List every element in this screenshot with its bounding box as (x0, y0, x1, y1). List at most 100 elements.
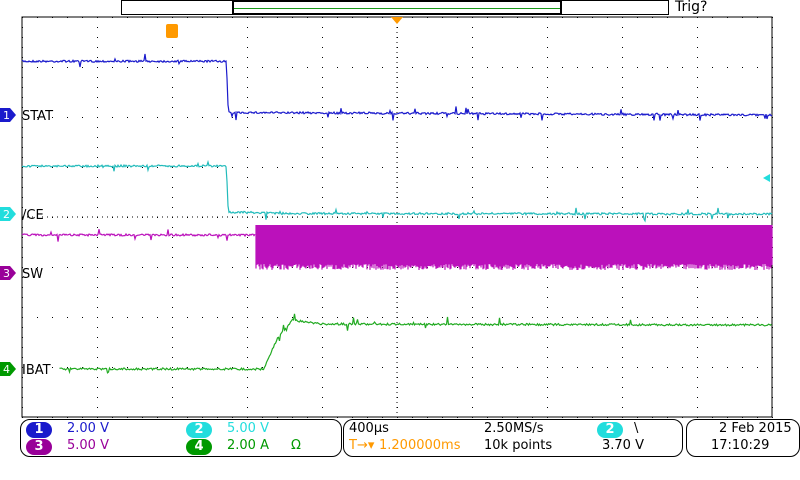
grid-dot (22, 177, 23, 178)
grid-dot (547, 197, 548, 198)
grid-dot (142, 267, 143, 268)
channel-4-badge[interactable]: 4 (186, 439, 212, 455)
grid-dot (322, 197, 323, 198)
grid-dot (652, 417, 653, 418)
channel-3-ground-marker (0, 266, 16, 280)
grid-dot (547, 37, 548, 38)
grid-dot (97, 357, 98, 358)
grid-dot (622, 27, 623, 28)
grid-dot (427, 417, 428, 418)
grid-dot (622, 187, 623, 188)
grid-dot (172, 397, 173, 398)
grid-dot (97, 277, 98, 278)
grid-dot (577, 67, 578, 68)
grid-dot (22, 317, 23, 318)
grid-dot (22, 377, 23, 378)
trigger-source-badge[interactable]: 2 (597, 422, 623, 438)
grid-dot (322, 307, 323, 308)
grid-dot (652, 167, 653, 168)
grid-dot (472, 167, 473, 168)
grid-dot (322, 367, 323, 368)
grid-dot (202, 367, 203, 368)
grid-dot (247, 257, 248, 258)
channel-3-badge[interactable]: 3 (26, 439, 52, 455)
grid-dot (472, 127, 473, 128)
grid-dot (472, 27, 473, 28)
grid-dot (442, 167, 443, 168)
record-view-bar[interactable] (121, 0, 669, 15)
grid-dot (22, 257, 23, 258)
grid-dot (457, 167, 458, 168)
channel-2-ground-marker (0, 207, 16, 221)
falling-edge-icon: \ (634, 421, 639, 436)
grid-dot (427, 367, 428, 368)
grid-dot (322, 387, 323, 388)
record-window[interactable] (232, 0, 562, 15)
grid-dot (172, 177, 173, 178)
grid-dot (172, 57, 173, 58)
grid-dot (127, 17, 128, 18)
grid-dot (622, 147, 623, 148)
grid-dot (622, 107, 623, 108)
grid-dot (697, 147, 698, 148)
grid-dot (127, 117, 128, 118)
grid-dot (697, 37, 698, 38)
channel-3-marker-number: 3 (3, 267, 10, 280)
grid-dot (487, 367, 488, 368)
grid-dot (472, 97, 473, 98)
grid-dot (472, 147, 473, 148)
grid-dot (472, 357, 473, 358)
trigger-center-icon (391, 17, 403, 24)
grid-dot (262, 417, 263, 418)
grid-dot (622, 17, 623, 18)
grid-dot (247, 357, 248, 358)
grid-dot (427, 317, 428, 318)
grid-dot (547, 27, 548, 28)
grid-dot (97, 317, 98, 318)
grid-dot (637, 367, 638, 368)
grid-dot (442, 67, 443, 68)
grid-dot (637, 417, 638, 418)
grid-dot (52, 67, 53, 68)
grid-dot (202, 117, 203, 118)
grid-dot (772, 377, 773, 378)
grid-dot (22, 117, 23, 118)
channel-1-badge[interactable]: 1 (26, 422, 52, 438)
grid-dot (577, 117, 578, 118)
grid-dot (667, 417, 668, 418)
grid-dot (577, 17, 578, 18)
grid-dot (772, 27, 773, 28)
grid-dot (307, 67, 308, 68)
grid-dot (82, 417, 83, 418)
grid-dot (172, 77, 173, 78)
grid-dot (727, 317, 728, 318)
grid-dot (232, 117, 233, 118)
grid-dot (187, 367, 188, 368)
grid-dot (277, 317, 278, 318)
grid-dot (247, 227, 248, 228)
grid-dot (322, 107, 323, 108)
grid-dot (772, 267, 773, 268)
grid-dot (292, 117, 293, 118)
grid-dot (412, 267, 413, 268)
grid-dot (247, 77, 248, 78)
grid-dot (22, 277, 23, 278)
grid-dot (97, 227, 98, 228)
grid-dot (772, 197, 773, 198)
grid-dot (622, 167, 623, 168)
grid-dot (442, 317, 443, 318)
grid-dot (292, 417, 293, 418)
grid-dot (352, 367, 353, 368)
grid-dot (172, 387, 173, 388)
grid-dot (547, 407, 548, 408)
grid-dot (667, 317, 668, 318)
channel-2-badge[interactable]: 2 (186, 422, 212, 438)
grid-dot (622, 337, 623, 338)
grid-dot (247, 167, 248, 168)
grid-dot (742, 17, 743, 18)
grid-dot (307, 167, 308, 168)
grid-dot (367, 417, 368, 418)
grid-dot (322, 327, 323, 328)
grid-dot (637, 117, 638, 118)
grid-dot (517, 167, 518, 168)
